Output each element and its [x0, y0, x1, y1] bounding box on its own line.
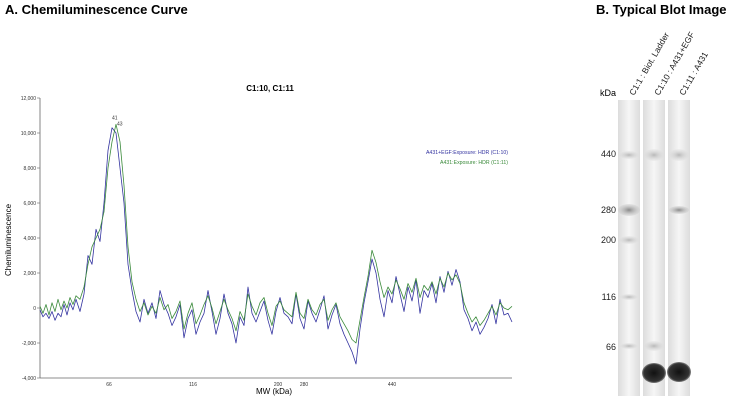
y-tick-label: -2,000 [22, 341, 36, 347]
y-tick-label: 4,000 [23, 236, 36, 242]
y-tick-label: 2,000 [23, 271, 36, 277]
marker-label: 280 [601, 205, 616, 215]
series-line-2 [39, 123, 513, 344]
y-tick-label: 10,000 [21, 131, 37, 137]
marker-label: 116 [602, 292, 616, 302]
band [667, 362, 691, 382]
x-tick-label: 280 [300, 382, 309, 388]
y-tick-label: 0 [33, 306, 36, 312]
band [642, 363, 666, 383]
lane-3 [668, 100, 690, 396]
band [619, 151, 639, 159]
blot-unit-label: kDa [600, 88, 616, 98]
peak-label: 43 [117, 121, 123, 127]
band [644, 149, 664, 161]
chart-legend: A431+EGF:Exposure: HDR (C1:10) A431:Expos… [426, 150, 508, 166]
y-tick-label: 12,000 [21, 96, 37, 102]
x-tick-label: 66 [106, 382, 112, 388]
band [669, 149, 689, 161]
y-tick-label: -4,000 [22, 376, 36, 382]
marker-label: 66 [606, 342, 616, 352]
y-tick-label: 8,000 [23, 166, 36, 172]
band [620, 294, 638, 300]
band [618, 204, 640, 216]
band [669, 206, 689, 214]
band [644, 341, 664, 351]
y-axis-label: Chemiluminescence [4, 203, 13, 276]
panel-b-title: B. Typical Blot Image [596, 2, 727, 17]
x-axis-label: MW (kDa) [256, 387, 292, 396]
marker-label: 440 [601, 149, 616, 159]
series-line-1 [39, 127, 513, 365]
legend-entry: A431+EGF:Exposure: HDR (C1:10) [426, 150, 508, 156]
band [620, 343, 638, 349]
x-tick-label: 200 [274, 382, 283, 388]
legend-entry: A431:Exposure: HDR (C1:11) [440, 160, 508, 166]
band [619, 236, 639, 244]
blot-image [618, 100, 691, 396]
chart-axes: 12,000 10,000 8,000 6,000 4,000 2,000 0 -2,000 -… [21, 96, 512, 388]
x-tick-label: 440 [388, 382, 397, 388]
chart-title: C1:10, C1:11 [246, 84, 294, 93]
marker-label: 200 [601, 235, 616, 245]
peak-label: 41 [112, 115, 118, 121]
panel-a-title: A. Chemiluminescence Curve [5, 2, 188, 17]
lane-2 [643, 100, 665, 396]
lane-1 [618, 100, 640, 396]
x-tick-label: 116 [189, 382, 197, 388]
y-tick-label: 6,000 [23, 201, 36, 207]
